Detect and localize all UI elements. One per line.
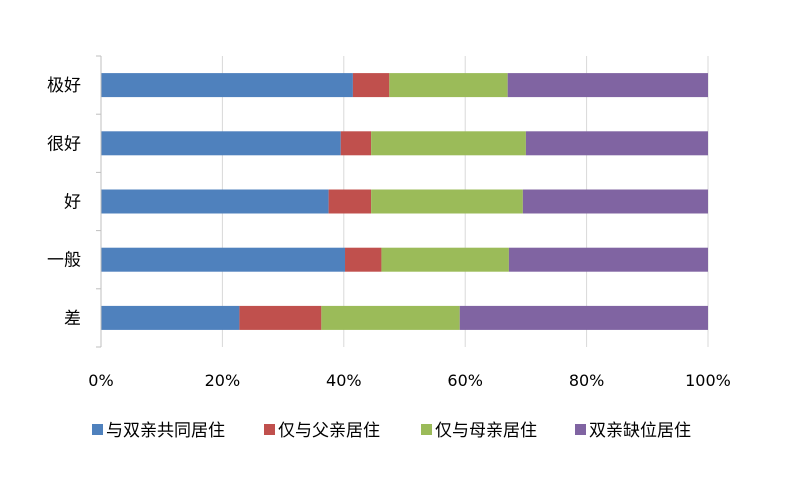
bar-segment-1-一般 <box>101 247 346 272</box>
x-tick-label: 0% <box>88 371 113 390</box>
legend-swatch <box>264 424 275 435</box>
legend-swatch <box>575 424 586 435</box>
x-tick-label: 60% <box>447 371 483 390</box>
bar-segment-4-好 <box>522 189 708 214</box>
bar-segment-3-极好 <box>389 73 508 98</box>
bar-segment-3-很好 <box>371 131 526 156</box>
bar-segment-2-差 <box>239 305 322 330</box>
bar-segment-1-差 <box>101 305 240 330</box>
legend-label: 仅与母亲居住 <box>435 421 537 441</box>
legend-swatch <box>421 424 432 435</box>
legend-label: 与双亲共同居住 <box>106 421 225 441</box>
bar-segment-2-很好 <box>340 131 372 156</box>
bar-segment-4-很好 <box>525 131 708 156</box>
category-label: 极好 <box>47 76 81 96</box>
bars <box>101 73 708 330</box>
x-tick-label: 40% <box>326 371 362 390</box>
bar-segment-1-好 <box>101 189 329 214</box>
category-label: 好 <box>64 193 81 213</box>
bar-segment-4-一般 <box>508 247 708 272</box>
bar-segment-1-极好 <box>101 73 353 98</box>
bar-segment-3-好 <box>371 189 523 214</box>
bar-segment-2-一般 <box>345 247 382 272</box>
legend-label: 双亲缺位居住 <box>589 421 691 441</box>
bar-segment-3-差 <box>321 305 460 330</box>
legend: 与双亲共同居住 仅与父亲居住 仅与母亲居住 双亲缺位居住 <box>92 421 691 441</box>
bar-segment-3-一般 <box>381 247 509 272</box>
x-tick-label: 20% <box>205 371 241 390</box>
category-label: 差 <box>64 309 81 329</box>
bar-segment-4-差 <box>459 305 708 330</box>
bar-segment-1-很好 <box>101 131 341 156</box>
legend-swatch <box>92 424 103 435</box>
bar-segment-4-极好 <box>507 73 708 98</box>
x-tick-label: 100% <box>685 371 731 390</box>
category-label: 很好 <box>47 134 81 154</box>
bar-segment-2-极好 <box>352 73 390 98</box>
category-label: 一般 <box>47 251 81 271</box>
x-tick-label: 80% <box>569 371 605 390</box>
legend-label: 仅与父亲居住 <box>278 421 380 441</box>
bar-segment-2-好 <box>328 189 372 214</box>
